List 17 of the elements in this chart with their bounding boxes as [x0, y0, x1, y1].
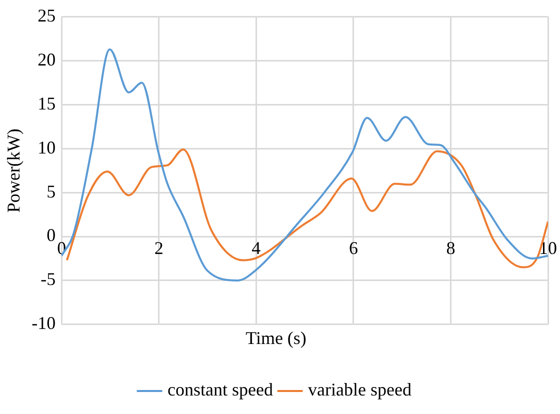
y-tick-label: -5 — [40, 269, 56, 290]
x-tick-label: 6 — [348, 238, 358, 258]
y-tick-label: 5 — [46, 181, 56, 202]
y-tick-label: -10 — [32, 313, 56, 334]
x-tick-label: 8 — [446, 238, 456, 258]
y-tick-label: 10 — [38, 137, 56, 158]
x-axis-title: Time (s) — [246, 328, 306, 348]
y-tick-label: 0 — [46, 225, 56, 246]
y-tick-label: 20 — [38, 49, 56, 70]
legend-label: constant speed — [168, 380, 274, 400]
y-axis-title: Power(kW) — [4, 128, 24, 213]
x-tick-label: 2 — [154, 238, 164, 258]
legend-label: variable speed — [308, 380, 412, 400]
x-tick-label: 4 — [252, 238, 261, 258]
x-tick-label: 10 — [539, 238, 557, 258]
y-tick-label: 15 — [38, 93, 56, 114]
y-tick-label: 25 — [38, 6, 56, 26]
